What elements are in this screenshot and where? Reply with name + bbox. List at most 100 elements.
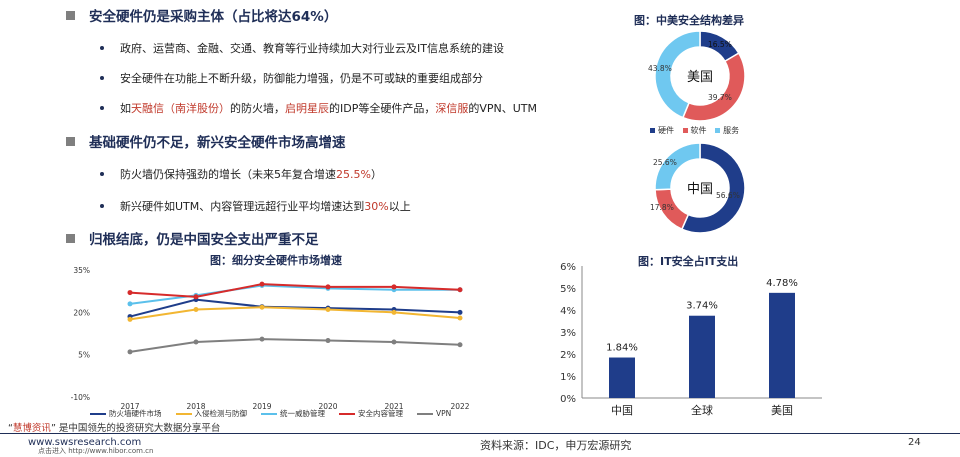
line-point bbox=[391, 284, 397, 290]
legend-hardware: 硬件 bbox=[650, 126, 674, 135]
bar-y-tick: 0% bbox=[560, 394, 576, 405]
footer-website-link[interactable]: 点击进入 http://www.hibor.com.cn bbox=[38, 447, 154, 455]
highlight-text: 深信服 bbox=[435, 102, 469, 115]
line-point bbox=[127, 316, 133, 322]
line-point bbox=[127, 290, 133, 296]
bar-y-tick: 4% bbox=[560, 306, 576, 317]
line-series-3 bbox=[129, 283, 461, 298]
line-y-tick: 20% bbox=[73, 308, 90, 317]
bullet-dot bbox=[100, 46, 104, 50]
line-point bbox=[457, 287, 463, 293]
donut-data-label: 25.6% bbox=[653, 158, 677, 167]
highlight-text: 30% bbox=[364, 199, 389, 213]
line-point bbox=[325, 307, 331, 313]
bullet-text: 的防火墙， bbox=[230, 102, 285, 115]
section-bullet-square bbox=[66, 233, 75, 243]
bullet-text: 的IDP等全硬件产品， bbox=[329, 102, 436, 115]
bullet-dot bbox=[100, 204, 104, 208]
line-x-tick: 2017 bbox=[120, 402, 139, 410]
bar-category-label: 中国 bbox=[611, 404, 633, 417]
line-y-tick: -10% bbox=[71, 393, 90, 402]
highlight-text: 天融信（南洋股份） bbox=[131, 102, 230, 115]
donut-data-label: 39.7% bbox=[708, 93, 732, 102]
bar-y-tick: 2% bbox=[560, 350, 576, 361]
line-legend-item: VPN bbox=[417, 408, 451, 419]
line-chart-title: 图：细分安全硬件市场增速 bbox=[210, 254, 342, 267]
highlight-text: 启明星辰 bbox=[285, 102, 329, 115]
legend-line-swatch bbox=[175, 412, 192, 415]
footer-watermark: “慧博资讯” 是中国领先的投资研究大数据分享平台 bbox=[8, 423, 221, 434]
legend-line-swatch bbox=[90, 412, 106, 415]
line-point bbox=[127, 349, 133, 355]
line-x-tick: 2021 bbox=[384, 402, 403, 410]
line-chart: 35% 20% 5% -10% 2017 2018 2019 2020 2021 2022 bbox=[71, 266, 470, 410]
line-series-1 bbox=[129, 306, 461, 321]
bullet-text: 的VPN、UTM bbox=[468, 102, 538, 115]
line-x-tick: 2019 bbox=[252, 402, 271, 410]
donut-slice-服务 bbox=[654, 142, 701, 191]
section-title-2: 归根结底，仍是中国安全支出严重不足 bbox=[66, 228, 319, 248]
bullet-text: ） bbox=[370, 168, 382, 181]
donut-chart-us: 美国 16.5% 39.7% 43.8% bbox=[648, 30, 746, 122]
bar-chart: 0% 1% 2% 3% 4% 5% 6% 1.84% 中国 3.74% 全球 4.78% 美国 bbox=[560, 262, 822, 417]
donut-data-label: 56.6% bbox=[716, 191, 740, 200]
bar-中国 bbox=[609, 357, 635, 398]
bullet-item: 防火墙仍保持强劲的增长（未来5年复合增速 25.5%） bbox=[100, 166, 382, 182]
line-x-tick: 2022 bbox=[450, 402, 469, 410]
donut-slice-服务 bbox=[654, 30, 701, 119]
line-point bbox=[391, 309, 397, 315]
line-point bbox=[259, 304, 265, 310]
donut-panel-title: 图：中美安全结构差异 bbox=[634, 14, 744, 27]
legend-service: 服务 bbox=[715, 126, 739, 135]
bullet-dot bbox=[100, 106, 104, 110]
section-bullet-square bbox=[66, 136, 75, 146]
bullet-text: 以上 bbox=[388, 200, 411, 213]
bar-y-tick: 3% bbox=[560, 328, 576, 339]
line-legend-item: 防火墙硬件市场 bbox=[90, 408, 162, 419]
bar-data-label: 3.74% bbox=[686, 301, 718, 312]
line-point bbox=[457, 315, 463, 321]
bullet-item: 政府、运营商、金融、交通、教育等行业持续加大对行业云及IT信息系统的建设 bbox=[100, 40, 504, 56]
line-legend-item: 入侵检测与防御 bbox=[175, 408, 247, 419]
footer-divider bbox=[0, 433, 960, 434]
line-point bbox=[325, 284, 331, 290]
bullet-item: 安全硬件在功能上不断升级，防御能力增强，仍是不可或缺的重要组成部分 bbox=[100, 70, 483, 86]
line-point bbox=[193, 294, 199, 300]
bullet-text: 安全硬件在功能上不断升级，防御能力增强，仍是不可或缺的重要组成部分 bbox=[120, 72, 483, 85]
bullet-text: 防火墙仍保持强劲的增长（未来5年复合增速 bbox=[120, 168, 336, 181]
line-x-tick: 2020 bbox=[318, 402, 337, 410]
donut-chart-cn: 中国 56.6% 17.8% 25.6% bbox=[650, 142, 746, 234]
line-x-tick: 2018 bbox=[186, 402, 205, 410]
line-series-4 bbox=[129, 338, 461, 353]
bar-chart-title: 图：IT安全占IT支出 bbox=[638, 255, 739, 268]
bullet-item: 新兴硬件如UTM、内容管理远超行业平均增速达到 30% 以上 bbox=[100, 198, 411, 214]
donut-data-label: 17.8% bbox=[650, 203, 674, 212]
line-chart-legend: 防火墙硬件市场 入侵检测与防御 统一威胁管理 安全内容管理 VPN bbox=[90, 408, 451, 419]
bar-y-tick: 1% bbox=[560, 372, 576, 383]
bar-y-tick: 6% bbox=[560, 262, 576, 273]
highlight-text: 25.5% bbox=[336, 167, 371, 181]
donut-slice-硬件 bbox=[680, 142, 746, 234]
line-point bbox=[457, 309, 463, 315]
donut-legend: 硬件 软件 服务 bbox=[650, 125, 739, 136]
donut-slice-软件 bbox=[681, 52, 746, 122]
section-bullet-square bbox=[66, 10, 75, 20]
bullet-dot bbox=[100, 172, 104, 176]
bar-category-label: 美国 bbox=[771, 404, 793, 417]
bar-data-label: 1.84% bbox=[606, 343, 638, 354]
bullet-dot bbox=[100, 76, 104, 80]
legend-line-swatch bbox=[417, 412, 433, 415]
bar-data-label: 4.78% bbox=[766, 278, 798, 289]
bullet-text: 政府、运营商、金融、交通、教育等行业持续加大对行业云及IT信息系统的建设 bbox=[120, 42, 504, 55]
bullet-text: 如 bbox=[120, 102, 131, 115]
line-point bbox=[259, 336, 265, 342]
line-point bbox=[193, 307, 199, 313]
line-point bbox=[259, 281, 265, 287]
page-number: 24 bbox=[908, 437, 921, 448]
line-point bbox=[193, 339, 199, 345]
bar-y-tick: 5% bbox=[560, 284, 576, 295]
section-title-1: 基础硬件仍不足，新兴安全硬件市场高增速 bbox=[66, 131, 346, 151]
footer-website[interactable]: www.swsresearch.com bbox=[28, 437, 142, 448]
section-title-0: 安全硬件仍是采购主体（占比将达64%） bbox=[66, 5, 337, 25]
line-y-tick: 5% bbox=[78, 351, 90, 360]
